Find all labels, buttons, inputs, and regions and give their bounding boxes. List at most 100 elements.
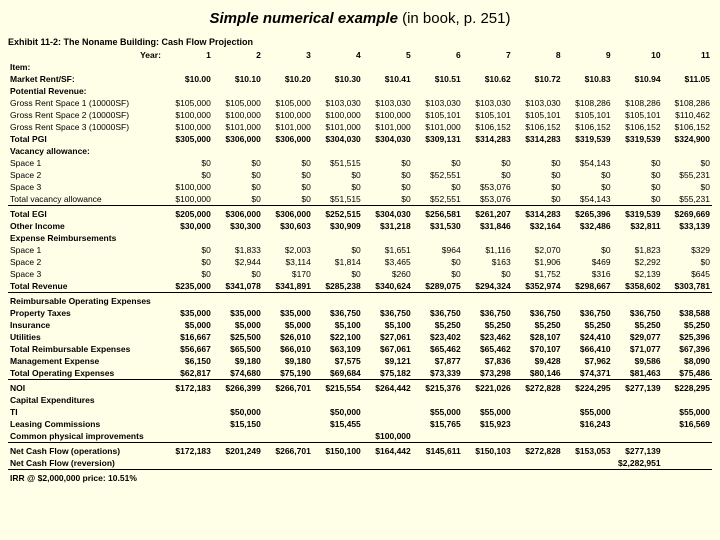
cell: $0 bbox=[263, 181, 313, 193]
row-label: Total EGI bbox=[8, 208, 163, 220]
cell: $36,750 bbox=[463, 307, 513, 319]
cell: $314,283 bbox=[463, 133, 513, 145]
cell: $306,000 bbox=[263, 133, 313, 145]
cell: $2,139 bbox=[613, 268, 663, 280]
cell: $101,000 bbox=[413, 121, 463, 133]
year-col: 8 bbox=[513, 49, 563, 61]
row-label: Space 3 bbox=[8, 268, 163, 280]
cell: $340,624 bbox=[363, 280, 413, 293]
cell: $10.62 bbox=[463, 73, 513, 85]
cell: $55,000 bbox=[463, 406, 513, 418]
cell: $294,324 bbox=[463, 280, 513, 293]
year-col: 2 bbox=[213, 49, 263, 61]
cell: $32,164 bbox=[513, 220, 563, 232]
cell: $150,100 bbox=[313, 445, 363, 457]
cell: $15,765 bbox=[413, 418, 463, 430]
cell: $11.05 bbox=[663, 73, 712, 85]
cell: $316 bbox=[563, 268, 613, 280]
cell: $56,667 bbox=[163, 343, 213, 355]
cell: $15,455 bbox=[313, 418, 363, 430]
cell bbox=[613, 430, 663, 443]
cell: $0 bbox=[213, 169, 263, 181]
cell: $264,442 bbox=[363, 382, 413, 394]
table-row: Other Income$30,000$30,300$30,603$30,909… bbox=[8, 220, 712, 232]
year-col: 11 bbox=[663, 49, 712, 61]
row-label: Vacancy allowance: bbox=[8, 145, 163, 157]
table-row: Capital Expenditures bbox=[8, 394, 712, 406]
cell: $2,292 bbox=[613, 256, 663, 268]
cell: $260 bbox=[363, 268, 413, 280]
title-rest: (in book, p. 251) bbox=[398, 10, 511, 27]
row-label: Capital Expenditures bbox=[8, 394, 163, 406]
cell: $215,554 bbox=[313, 382, 363, 394]
cell: $215,376 bbox=[413, 382, 463, 394]
cell: $105,101 bbox=[463, 109, 513, 121]
cell bbox=[163, 457, 213, 470]
cell: $266,701 bbox=[263, 382, 313, 394]
cashflow-table: Year:1234567891011Item:Market Rent/SF:$1… bbox=[8, 49, 712, 484]
cell: $1,906 bbox=[513, 256, 563, 268]
item-label: Item: bbox=[8, 61, 712, 73]
cell bbox=[513, 430, 563, 443]
cell: $0 bbox=[663, 181, 712, 193]
cell: $30,909 bbox=[313, 220, 363, 232]
cell: $69,684 bbox=[313, 367, 363, 380]
cell: $228,295 bbox=[663, 382, 712, 394]
table-row: TI$50,000$50,000$55,000$55,000$55,000$55… bbox=[8, 406, 712, 418]
cell: $2,003 bbox=[263, 244, 313, 256]
cell: $36,750 bbox=[513, 307, 563, 319]
cell: $36,750 bbox=[313, 307, 363, 319]
cell: $0 bbox=[663, 157, 712, 169]
cell bbox=[413, 457, 463, 470]
table-row: Reimbursable Operating Expenses bbox=[8, 295, 712, 307]
cell: $358,602 bbox=[613, 280, 663, 293]
cell bbox=[363, 406, 413, 418]
cell: $106,152 bbox=[613, 121, 663, 133]
cell bbox=[263, 457, 313, 470]
cell: $1,116 bbox=[463, 244, 513, 256]
cell: $314,283 bbox=[513, 133, 563, 145]
year-col: 5 bbox=[363, 49, 413, 61]
cell: $304,030 bbox=[313, 133, 363, 145]
row-label: TI bbox=[8, 406, 163, 418]
cell: $8,090 bbox=[663, 355, 712, 367]
cell: $172,183 bbox=[163, 445, 213, 457]
cell: $0 bbox=[413, 256, 463, 268]
cell bbox=[213, 457, 263, 470]
cell: $108,286 bbox=[563, 97, 613, 109]
cell: $71,077 bbox=[613, 343, 663, 355]
cell: $67,061 bbox=[363, 343, 413, 355]
cell: $0 bbox=[363, 193, 413, 206]
cell: $0 bbox=[213, 157, 263, 169]
cell: $0 bbox=[563, 169, 613, 181]
cell: $645 bbox=[663, 268, 712, 280]
cell: $306,000 bbox=[213, 208, 263, 220]
cell: $30,300 bbox=[213, 220, 263, 232]
cell: $0 bbox=[263, 193, 313, 206]
table-row: Total vacancy allowance$100,000$0$0$51,5… bbox=[8, 193, 712, 206]
cell: $38,588 bbox=[663, 307, 712, 319]
cell: $224,295 bbox=[563, 382, 613, 394]
cell: $9,586 bbox=[613, 355, 663, 367]
cell: $265,396 bbox=[563, 208, 613, 220]
cell bbox=[613, 418, 663, 430]
cell: $0 bbox=[213, 181, 263, 193]
cell: $1,814 bbox=[313, 256, 363, 268]
cell: $74,371 bbox=[563, 367, 613, 380]
cell: $62,817 bbox=[163, 367, 213, 380]
cell: $100,000 bbox=[163, 109, 213, 121]
cell: $103,030 bbox=[363, 97, 413, 109]
cell: $172,183 bbox=[163, 382, 213, 394]
cell: $5,250 bbox=[663, 319, 712, 331]
cell: $80,146 bbox=[513, 367, 563, 380]
cell: $108,286 bbox=[613, 97, 663, 109]
row-label: IRR @ $2,000,000 price: 10.51% bbox=[8, 472, 163, 484]
row-label: Space 1 bbox=[8, 157, 163, 169]
cell: $105,000 bbox=[263, 97, 313, 109]
cell: $221,026 bbox=[463, 382, 513, 394]
cell: $29,077 bbox=[613, 331, 663, 343]
cell bbox=[363, 418, 413, 430]
cell: $23,402 bbox=[413, 331, 463, 343]
cell: $266,701 bbox=[263, 445, 313, 457]
cell: $5,250 bbox=[413, 319, 463, 331]
